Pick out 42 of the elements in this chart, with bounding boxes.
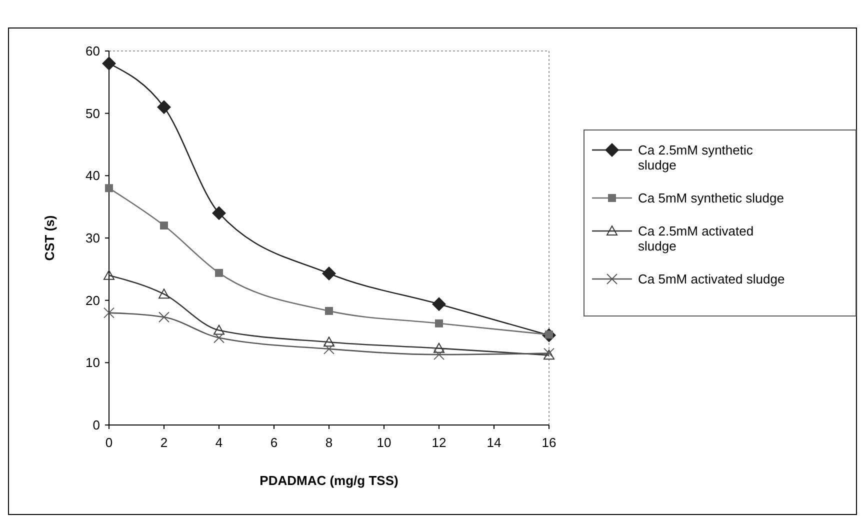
x-tick-label: 0 — [105, 435, 113, 450]
y-axis-title: CST (s) — [42, 215, 57, 261]
legend-label: Ca 5mM synthetic sludge — [638, 190, 784, 206]
x-tick-label: 14 — [486, 435, 502, 450]
y-tick-label: 60 — [86, 44, 100, 59]
point — [214, 332, 224, 344]
y-tick-label: 30 — [86, 230, 100, 246]
point — [215, 268, 223, 277]
legend-label: Ca 5mM activated sludge — [638, 272, 785, 287]
point — [104, 307, 114, 318]
legend-label: Ca 2.5mM synthetic sludge — [638, 142, 754, 173]
point — [157, 100, 171, 114]
y-tick-label: 20 — [86, 292, 100, 308]
legend-label: Ca 2.5mM activated sludge — [638, 224, 754, 254]
x-tick-label: 2 — [160, 435, 168, 450]
x-tick-label: 10 — [376, 435, 392, 450]
point — [435, 319, 443, 328]
point — [105, 184, 113, 192]
y-tick-label: 40 — [86, 168, 100, 184]
x-tick-label: 12 — [432, 435, 446, 450]
point — [158, 288, 170, 299]
point — [434, 349, 444, 360]
x-tick-label: 8 — [325, 435, 333, 450]
point — [102, 56, 116, 70]
point — [324, 343, 334, 354]
point — [104, 270, 114, 280]
y-tick-label: 10 — [86, 355, 100, 370]
point — [434, 342, 444, 353]
point — [432, 297, 446, 312]
point — [322, 266, 336, 281]
point — [158, 312, 170, 323]
point — [212, 206, 226, 220]
x-tick-label: 16 — [542, 435, 556, 450]
x-tick-label: 6 — [270, 435, 278, 450]
point — [214, 324, 224, 335]
point — [325, 306, 333, 315]
point — [160, 222, 168, 230]
point — [324, 336, 334, 347]
y-tick-label: 50 — [86, 106, 100, 121]
x-tick-label: 4 — [215, 435, 223, 450]
y-tick-label: 0 — [92, 418, 100, 433]
x-axis-title: PDADMAC (mg/g TSS) — [260, 473, 398, 488]
